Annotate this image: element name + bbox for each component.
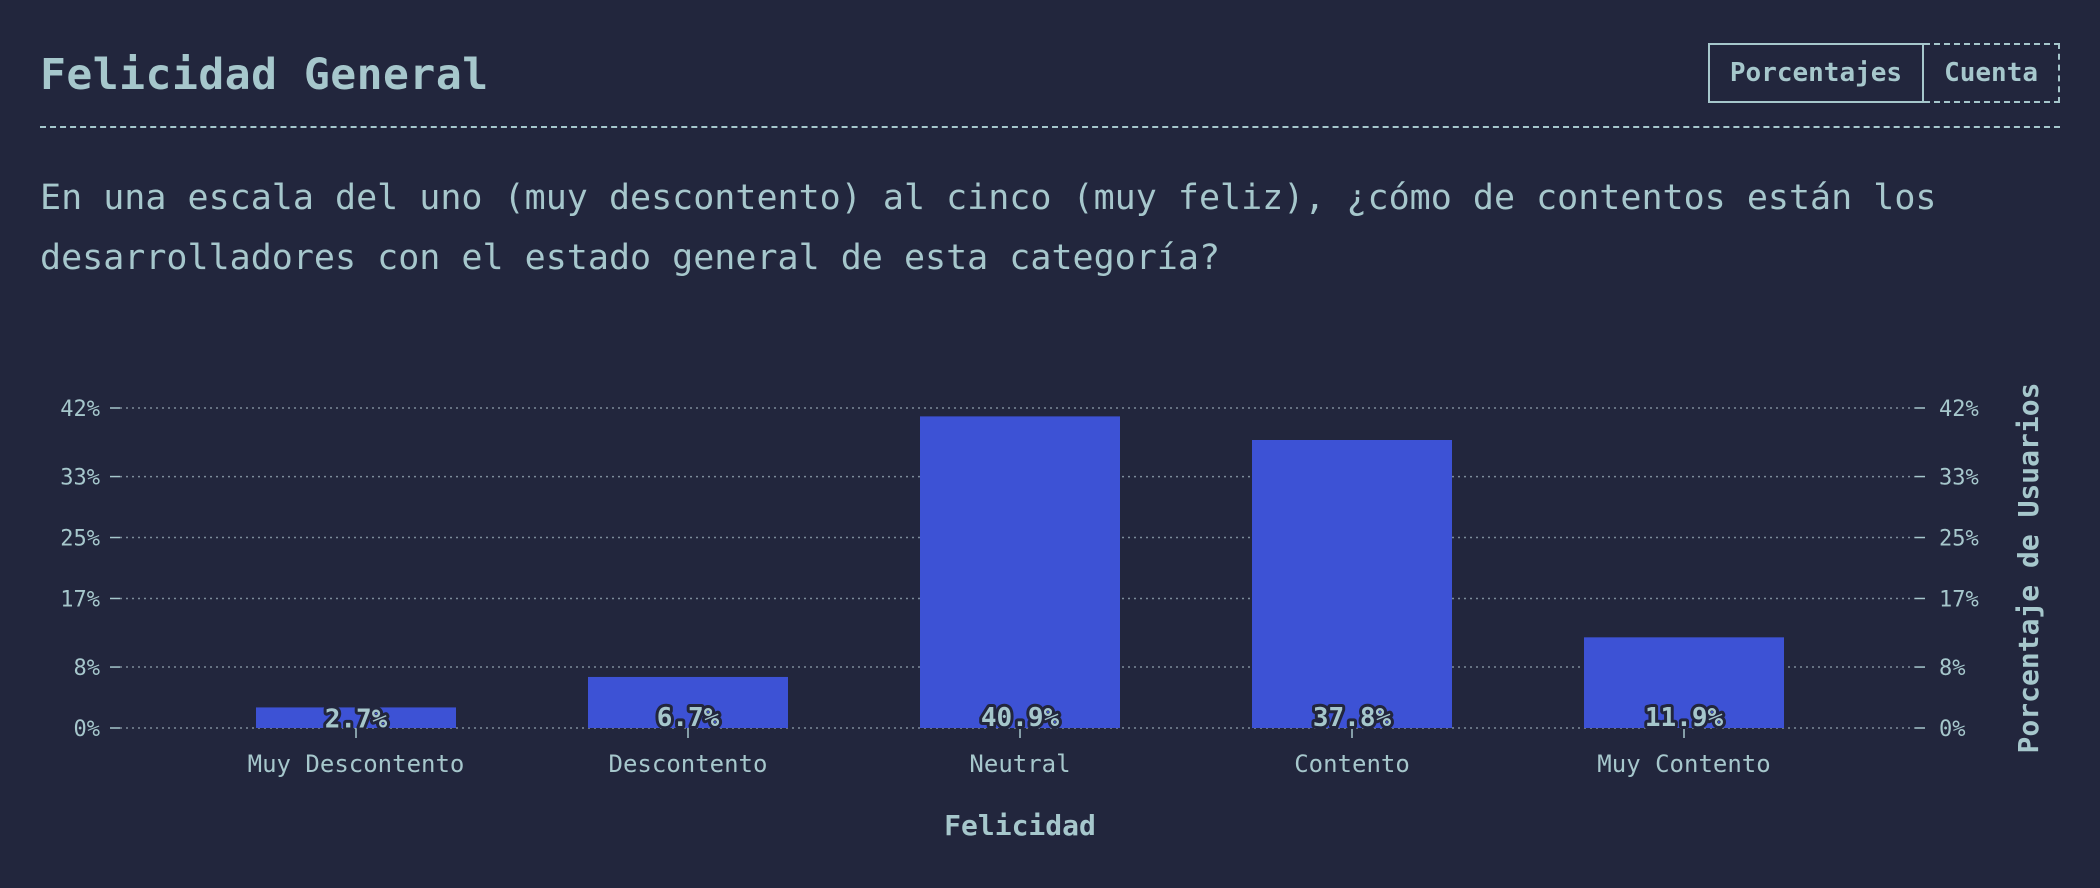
- bar: [1584, 637, 1784, 728]
- count-toggle-button[interactable]: Cuenta: [1924, 43, 2060, 103]
- x-tick-label: Neutral: [969, 750, 1070, 778]
- bar: [256, 707, 456, 728]
- x-tick-label: Contento: [1294, 750, 1410, 778]
- percentages-toggle-button[interactable]: Porcentajes: [1707, 43, 1925, 103]
- y-tick-label-right: 8%: [1939, 656, 1966, 681]
- y-tick-label-left: 17%: [60, 587, 100, 612]
- y-tick-label-left: 33%: [60, 466, 100, 491]
- page-title: Felicidad General: [40, 50, 489, 100]
- y-tick-label-right: 17%: [1939, 587, 1979, 612]
- survey-question: En una escala del uno (muy descontento) …: [40, 178, 1937, 278]
- x-tick-label: Muy Descontento: [248, 750, 465, 778]
- x-axis-label: Felicidad: [944, 809, 1096, 842]
- y-tick-label-right: 42%: [1939, 397, 1979, 422]
- y-tick-label-left: 0%: [74, 717, 101, 742]
- bar-value-label: 11.9%: [1645, 703, 1724, 733]
- y-tick-label-right: 0%: [1939, 717, 1966, 742]
- bar-value-label: 2.7%: [325, 705, 388, 735]
- x-tick-label: Muy Contento: [1597, 750, 1770, 778]
- y-tick-label-left: 8%: [74, 656, 101, 681]
- y-tick-label-right: 25%: [1939, 527, 1979, 552]
- bar: [1252, 440, 1452, 728]
- y-tick-label-left: 42%: [60, 397, 100, 422]
- bar-chart: 0% 0% 8% 8% 17% 17% 25% 25% 33% 33% 42% 42% Muy Desc…: [60, 383, 2045, 842]
- bar: [920, 416, 1120, 728]
- bar-value-label: 37.8%: [1313, 703, 1392, 733]
- chart-header: Felicidad General Porcentajes Cuenta: [40, 40, 2060, 128]
- y-tick-label-right: 33%: [1939, 466, 1979, 491]
- view-toggle: Porcentajes Cuenta: [1707, 43, 2060, 103]
- y-axis-label: Porcentaje de Usuarios: [2012, 383, 2045, 754]
- bar: [588, 676, 788, 728]
- bar-value-label: 40.9%: [981, 703, 1060, 733]
- y-tick-label-left: 25%: [60, 527, 100, 552]
- bar-value-label: 6.7%: [657, 703, 720, 733]
- x-tick-label: Descontento: [609, 750, 768, 778]
